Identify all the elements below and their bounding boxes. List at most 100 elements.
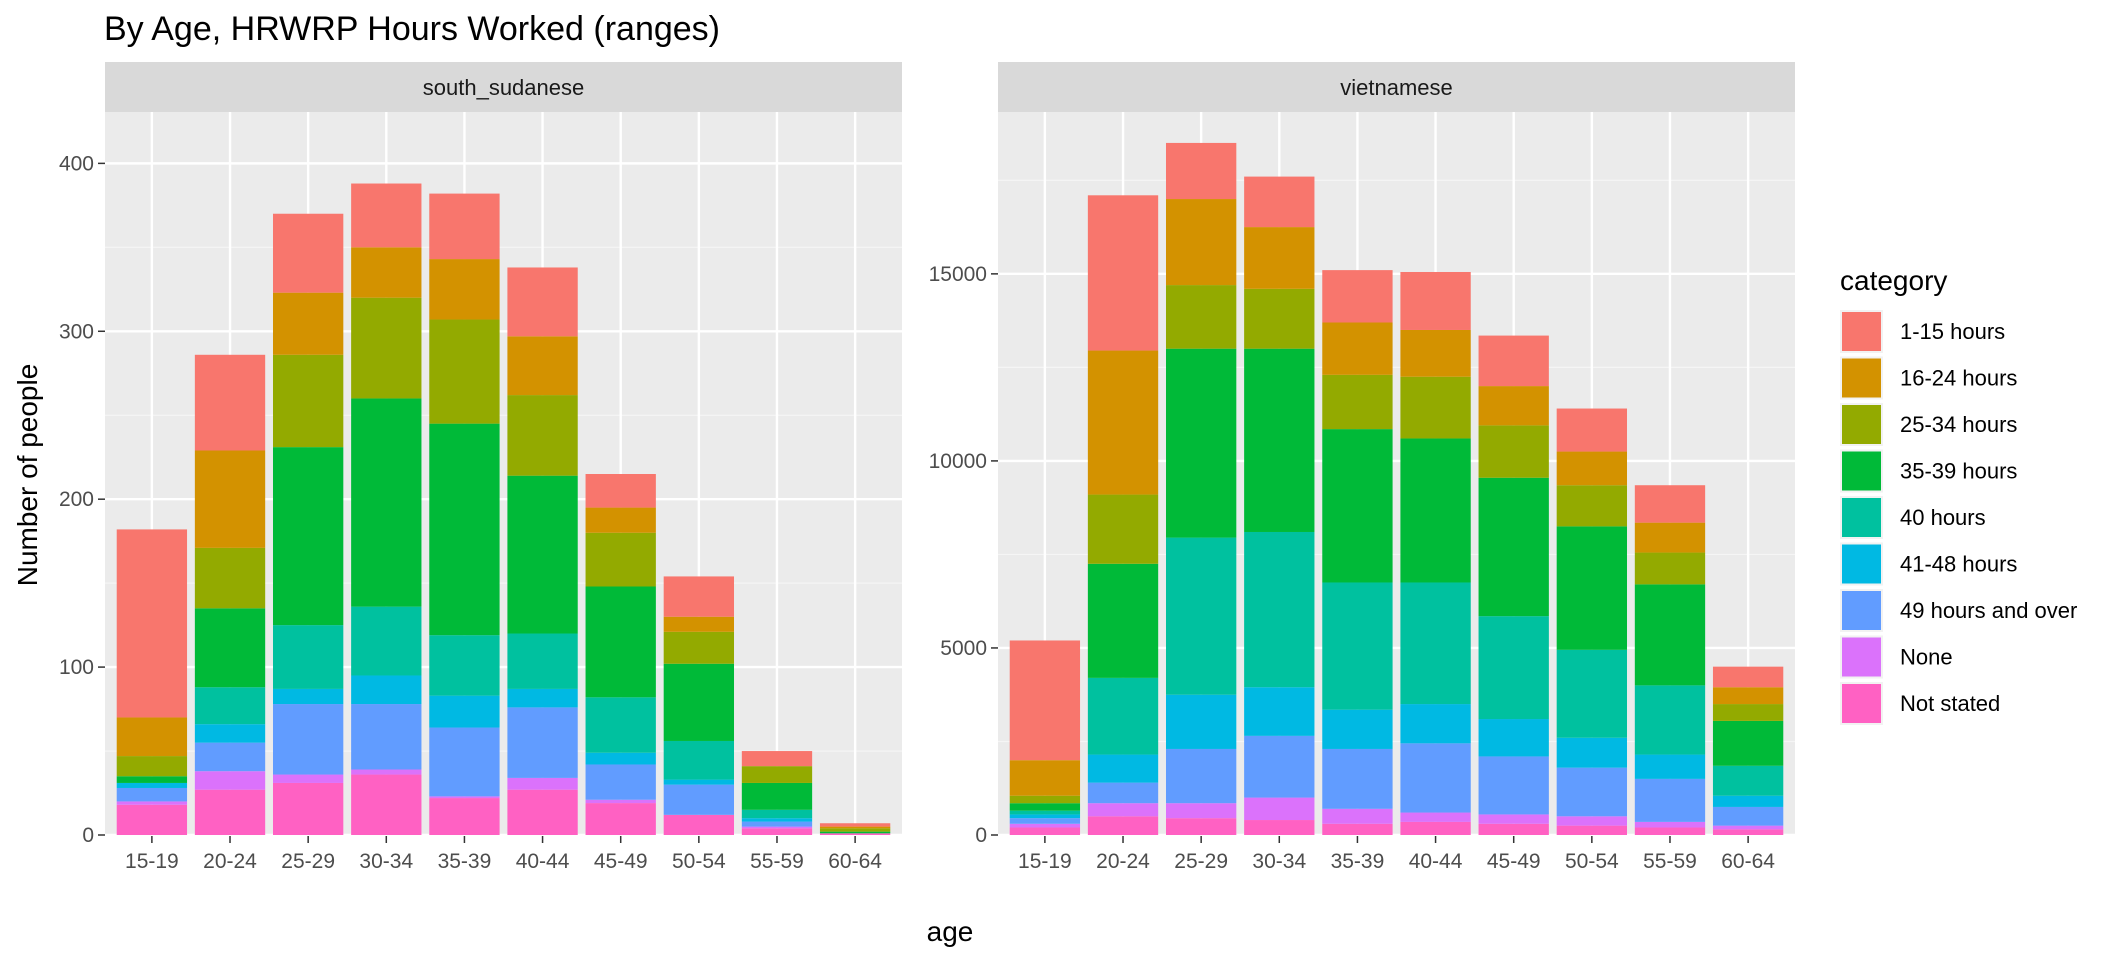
bar-segment-55-59-1-15-hours: [1634, 485, 1706, 523]
bar-segment-25-29-41-48-hours: [272, 688, 344, 705]
bar-segment-50-54-not-stated: [663, 814, 735, 835]
x-tick-label: 60-64: [828, 850, 882, 873]
panel-south-sudanese: south_sudanese 0 100 200 300 400 15-19 20-24 2…: [59, 62, 902, 873]
bar-segment-30-34-1-15-hours: [1244, 176, 1315, 228]
bar-segment-55-59-49-hours-and-over: [1634, 778, 1706, 822]
bar-segment-20-24-none: [1087, 803, 1159, 817]
bar-segment-15-19-16-24-hours: [116, 717, 188, 757]
bar-segment-15-19-25-34-hours: [1009, 795, 1081, 804]
bar-segment-15-19-not-stated: [1009, 827, 1081, 835]
bar-segment-55-59-25-34-hours: [741, 766, 813, 783]
y-tick-label: 0: [975, 824, 987, 847]
bar-segment-60-64-25-34-hours: [819, 828, 891, 832]
bar-segment-35-39-25-34-hours: [429, 319, 500, 424]
bar-segment-50-54-40-hours: [663, 740, 735, 780]
x-tick-label: 25-29: [1174, 850, 1228, 873]
bar-segment-25-29-35-39-hours: [272, 447, 344, 626]
bar-segment-30-34-41-48-hours: [1244, 687, 1315, 736]
y-tick-label: 15000: [929, 263, 987, 286]
legend-swatch-49-hours-and-over: [1842, 591, 1881, 630]
bar-segment-45-49-25-34-hours: [585, 532, 656, 587]
bar-segment-20-24-41-48-hours: [194, 724, 266, 743]
bar-segment-45-49-41-48-hours: [1478, 719, 1549, 757]
bar-segment-45-49-49-hours-and-over: [585, 764, 656, 800]
legend-swatch-40-hours: [1842, 498, 1881, 537]
bar-segment-15-19-49-hours-and-over: [116, 787, 188, 802]
facet-strip: [998, 62, 1795, 112]
bar-segment-40-44-not-stated: [507, 789, 578, 835]
bar-segment-50-54-16-24-hours: [1556, 451, 1628, 486]
bar-segment-50-54-35-39-hours: [663, 663, 735, 741]
bar-segment-50-54-25-34-hours: [1556, 485, 1628, 527]
y-axis: 0 100 200 300 400: [59, 152, 105, 847]
bar-segment-20-24-41-48-hours: [1087, 754, 1159, 783]
bar-segment-15-19-16-24-hours: [1009, 760, 1081, 796]
bar-segment-30-34-16-24-hours: [1244, 227, 1315, 289]
bar-segment-50-54-25-34-hours: [663, 631, 735, 664]
x-tick-label: 20-24: [203, 850, 257, 873]
bar-segment-15-19-none: [116, 801, 188, 805]
bar-segment-40-44-25-34-hours: [1400, 376, 1471, 439]
bar-segment-50-54-41-48-hours: [1556, 737, 1628, 768]
bar-segment-50-54-not-stated: [1556, 825, 1628, 835]
bar-segment-30-34-41-48-hours: [351, 675, 422, 705]
bars: [116, 183, 891, 835]
bar-segment-55-59-41-48-hours: [1634, 754, 1706, 779]
legend-title: category: [1840, 265, 1947, 296]
bar-segment-35-39-41-48-hours: [1322, 709, 1393, 749]
legend-label-25-34-hours: 25-34 hours: [1900, 412, 2017, 437]
bar-segment-45-49-40-hours: [1478, 616, 1549, 720]
bar-segment-40-44-16-24-hours: [1400, 329, 1471, 377]
bar-segment-30-34-25-34-hours: [1244, 288, 1315, 349]
legend-label-49-hours-and-over: 49 hours and over: [1900, 598, 2077, 623]
bar-segment-20-24-25-34-hours: [1087, 494, 1159, 564]
bar-segment-60-64-35-39-hours: [1712, 720, 1784, 766]
facet-strip: [105, 62, 902, 112]
bar-segment-25-29-16-24-hours: [272, 292, 344, 355]
bar-segment-45-49-35-39-hours: [1478, 477, 1549, 617]
y-tick-label: 300: [59, 320, 94, 343]
legend-swatch-35-39-hours: [1842, 451, 1881, 491]
bar-segment-30-34-49-hours-and-over: [351, 704, 422, 770]
y-tick-label: 5000: [940, 637, 987, 660]
bar-segment-45-49-40-hours: [585, 697, 656, 753]
bar-segment-55-59-none: [741, 826, 813, 829]
bar-segment-30-34-none: [1244, 797, 1315, 821]
bar-segment-55-59-35-39-hours: [1634, 584, 1706, 686]
bar-segment-40-44-49-hours-and-over: [1400, 743, 1471, 813]
bar-segment-60-64-16-24-hours: [1712, 687, 1784, 705]
bar-segment-60-64-not-stated: [819, 833, 891, 835]
bar-segment-20-24-49-hours-and-over: [194, 742, 266, 772]
bar-segment-20-24-35-39-hours: [1087, 563, 1159, 678]
bar-segment-55-59-41-48-hours: [741, 818, 813, 822]
bar-segment-30-34-40-hours: [351, 606, 422, 676]
bar-segment-40-44-not-stated: [1400, 821, 1471, 835]
bar-segment-35-39-49-hours-and-over: [1322, 748, 1393, 809]
bar-segment-40-44-41-48-hours: [507, 688, 578, 708]
legend-items: 1-15 hours 16-24 hours 25-34 hours 35-39 ho…: [1840, 310, 2077, 725]
legend-swatch-16-24-hours: [1842, 358, 1881, 398]
bar-segment-60-64-49-hours-and-over: [1712, 806, 1784, 826]
bar-segment-50-54-35-39-hours: [1556, 526, 1628, 650]
bar-segment-30-34-49-hours-and-over: [1244, 735, 1315, 798]
x-tick-label: 35-39: [438, 850, 492, 873]
bar-segment-50-54-49-hours-and-over: [1556, 767, 1628, 817]
bar-segment-20-24-16-24-hours: [194, 450, 266, 548]
y-tick-label: 10000: [929, 450, 987, 473]
bar-segment-30-34-not-stated: [1244, 820, 1315, 835]
bar-segment-60-64-1-15-hours: [819, 823, 891, 827]
bar-segment-30-34-25-34-hours: [351, 297, 422, 399]
bar-segment-15-19-1-15-hours: [116, 529, 188, 718]
bar-segment-60-64-41-48-hours: [1712, 795, 1784, 807]
bar-segment-40-44-none: [1400, 812, 1471, 822]
bar-segment-15-19-35-39-hours: [116, 776, 188, 783]
bar-segment-45-49-16-24-hours: [1478, 386, 1549, 426]
panel-vietnamese: vietnamese 0 5000 10000 15000 15-19 20-24 25-…: [929, 62, 1795, 873]
legend-label-41-48-hours: 41-48 hours: [1900, 552, 2017, 577]
bar-segment-55-59-40-hours: [741, 809, 813, 819]
bar-segment-55-59-1-15-hours: [741, 751, 813, 767]
bar-segment-45-49-not-stated: [585, 803, 656, 835]
bar-segment-40-44-41-48-hours: [1400, 704, 1471, 744]
bar-segment-15-19-1-15-hours: [1009, 640, 1081, 761]
